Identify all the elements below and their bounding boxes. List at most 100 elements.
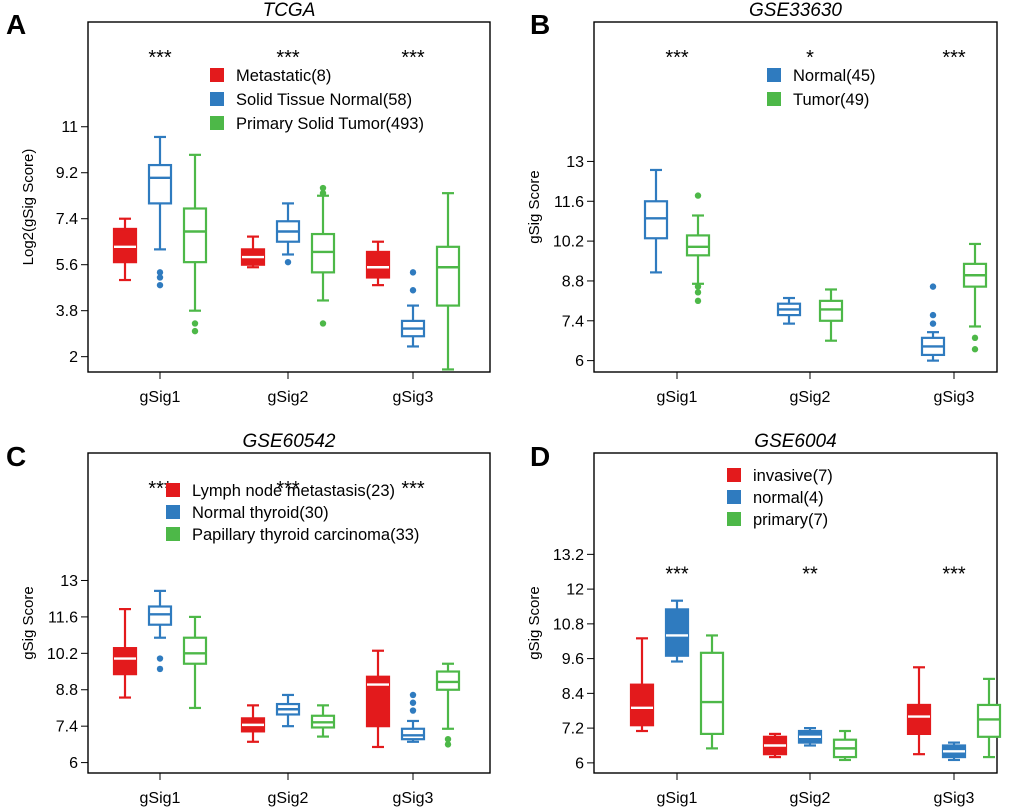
box-body [112,227,138,264]
significance-stars: *** [276,47,300,69]
y-tick-label: 9.6 [562,651,584,668]
outlier-point [409,699,417,706]
y-tick-label: 11.6 [554,194,584,211]
box-body [182,207,208,264]
y-tick-label: 7.2 [562,721,584,738]
x-tick-label: gSig3 [934,389,975,406]
y-axis-title: gSig Score [526,170,543,243]
x-tick-label: gSig2 [268,790,309,807]
box-body [310,232,336,274]
y-tick-label: 8.4 [562,686,584,703]
y-tick-label: 10.2 [47,646,78,663]
box-solid-tissue-normal-58--gsig2 [275,202,301,266]
box-body [976,703,1002,738]
y-tick-label: 6 [575,755,584,772]
box-solid-tissue-normal-58--gsig3 [400,269,426,348]
box-papillary-thyroid-carcinoma-33--gsig1 [182,615,208,710]
x-tick-label: gSig3 [934,790,975,807]
outlier-point [694,289,702,296]
box-metastatic-8--gsig2 [240,235,266,269]
box-body [400,727,426,741]
x-tick-label: gSig1 [657,389,698,406]
box-tumor-49--gsig2 [818,288,844,342]
outlier-point [694,297,702,305]
y-tick-label: 6 [69,755,78,772]
box-lymph-node-metastasis-23--gsig1 [112,607,138,699]
box-invasive-7--gsig1 [629,637,655,733]
x-tick-label: gSig2 [790,790,831,807]
legend-swatch [166,527,180,541]
legend-entry: Primary Solid Tumor(493) [236,115,424,133]
x-tick-label: gSig1 [657,790,698,807]
legend-swatch [727,468,741,482]
legend-entry: Tumor(49) [793,91,869,109]
significance-stars: *** [401,478,425,500]
legend-swatch [210,116,224,130]
y-tick-label: 13 [60,573,78,590]
outlier-point [191,320,199,327]
y-tick-label: 3.8 [56,303,78,320]
box-normal-thyroid-30--gsig1 [147,589,173,673]
box-papillary-thyroid-carcinoma-33--gsig3 [435,662,461,748]
box-invasive-7--gsig3 [906,666,932,756]
outlier-point [409,269,417,276]
panel-label: B [530,9,550,40]
panel-c: C GSE60542 6 7.4 8.8 10.2 11.6 13 gSig Score gSig… [6,431,491,807]
significance-stars: *** [942,563,966,585]
legend-entry: primary(7) [753,511,828,529]
y-tick-label: 7.4 [562,313,584,330]
outlier-point [409,691,417,699]
x-tick-label: gSig3 [393,790,434,807]
y-tick-label: 13.2 [553,547,584,564]
box-primary-solid-tumor-493--gsig1 [182,153,208,335]
box-body [699,651,725,736]
panel-d: D GSE6004 6 7.2 8.4 9.6 10.8 12 13.2 gSig Score gS… [526,431,1002,807]
box-body [435,670,461,691]
box-primary-7--gsig2 [832,729,858,762]
box-body [365,675,391,728]
box-papillary-thyroid-carcinoma-33--gsig2 [310,704,336,738]
box-metastatic-8--gsig3 [365,240,391,287]
outlier-point [156,281,164,289]
box-lymph-node-metastasis-23--gsig3 [365,649,391,749]
y-tick-label: 2 [69,349,78,366]
outlier-point [971,346,979,353]
box-body [685,234,711,257]
box-invasive-7--gsig2 [762,732,788,759]
y-tick-label: 9.2 [56,165,78,182]
box-body [112,647,138,676]
outlier-point [319,184,327,192]
legend-entry: Lymph node metastasis(23) [192,482,395,500]
outlier-point [694,192,702,199]
box-body [365,250,391,279]
outlier-point [444,741,452,748]
y-tick-label: 6 [575,353,584,370]
legend-swatch [727,512,741,526]
legend: Lymph node metastasis(23) Normal thyroid(… [166,482,419,544]
box-body [664,608,690,657]
y-tick-label: 5.6 [56,257,78,274]
box-tumor-49--gsig3 [962,242,988,353]
legend-entry: invasive(7) [753,467,833,485]
box-body [147,605,173,626]
x-tick-label: gSig1 [140,389,181,406]
legend-swatch [767,92,781,106]
y-axis-title: gSig Score [526,586,543,659]
box-lymph-node-metastasis-23--gsig2 [240,704,266,743]
legend-swatch [727,490,741,504]
significance-stars: * [806,47,814,69]
box-normal-4--gsig1 [664,599,690,663]
plot-frame [87,452,491,774]
outlier-point [929,283,937,290]
box-body [818,299,844,322]
y-tick-label: 11.6 [48,609,78,626]
y-tick-label: 10.2 [553,234,584,251]
outlier-point [929,311,937,319]
legend: Metastatic(8) Solid Tissue Normal(58) Prim… [210,67,424,133]
panel-a: A TCGA 2 3.8 5.6 7.4 9.2 11 Log2(gSig Score) gSig… [6,0,491,406]
y-tick-label: 10.8 [553,616,584,633]
legend-entry: Normal(45) [793,67,876,85]
legend-swatch [210,92,224,106]
panel-b: B GSE33630 6 7.4 8.8 10.2 11.6 13 gSig Score gSig… [526,0,998,406]
